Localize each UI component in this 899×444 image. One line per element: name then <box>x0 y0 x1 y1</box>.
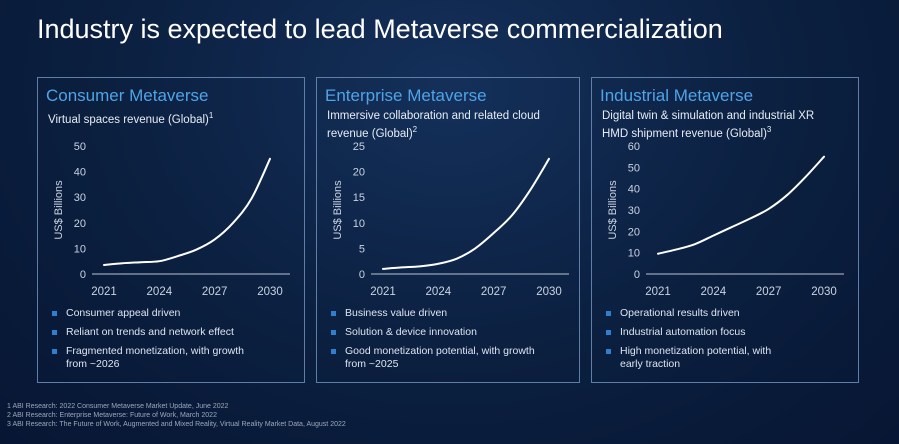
panel-subtitle: Digital twin & simulation and industrial… <box>602 109 832 141</box>
x-tick-label: 2024 <box>147 286 173 298</box>
x-tick-label: 2021 <box>645 286 671 298</box>
bullet-item: Fragmented monetization, with growth fro… <box>52 345 262 371</box>
x-tick-label: 2027 <box>202 286 228 298</box>
y-tick-label: 40 <box>628 184 640 196</box>
line-chart-enterprise: US$ Billions 0 5 10 15 20 25 2021 2024 2027 2030 <box>332 141 569 298</box>
footnote: 1 ABI Research: 2022 Consumer Metaverse … <box>7 403 229 410</box>
y-tick-label: 0 <box>359 269 365 281</box>
panel-title: Enterprise Metaverse <box>325 86 487 105</box>
panel-subtitle-text: Virtual spaces revenue (Global) <box>48 113 209 126</box>
footnote: 3 ABI Research: The Future of Work, Augm… <box>7 421 346 428</box>
series-line <box>382 157 550 270</box>
y-tick-label: 50 <box>74 141 86 153</box>
bullet-item: Business value driven <box>331 307 546 320</box>
y-tick-label: 30 <box>74 192 86 204</box>
panel-subtitle-text: Digital twin & simulation and industrial… <box>602 110 815 140</box>
bullet-item: Reliant on trends and network effect <box>52 326 262 339</box>
y-axis-label: US$ Billions <box>332 180 344 240</box>
y-tick-label: 60 <box>628 141 640 153</box>
panel-subtitle-text: Immersive collaboration and related clou… <box>327 110 540 140</box>
x-tick-label: 2027 <box>481 286 507 298</box>
bullet-list: Operational results driven Industrial au… <box>606 307 796 377</box>
series-line <box>103 157 271 267</box>
y-tick-label: 0 <box>80 269 86 281</box>
footnotes: 1 ABI Research: 2022 Consumer Metaverse … <box>7 402 346 429</box>
bullet-item: High monetization potential, with early … <box>606 345 796 371</box>
x-tick-label: 2024 <box>426 286 452 298</box>
panel-title: Industrial Metaverse <box>600 86 754 105</box>
bullet-list: Consumer appeal driven Reliant on trends… <box>52 307 262 377</box>
series-line <box>657 155 825 255</box>
y-tick-label: 25 <box>353 141 365 153</box>
footnote-ref: 3 <box>766 125 772 134</box>
y-tick-label: 0 <box>634 269 640 281</box>
y-tick-label: 10 <box>353 218 365 230</box>
y-tick-label: 5 <box>359 243 365 255</box>
footnote: 2 ABI Research: Enterprise Metaverse: Fu… <box>7 412 217 419</box>
y-tick-label: 10 <box>628 248 640 260</box>
bullet-item: Solution & device innovation <box>331 326 546 339</box>
bullet-item: Good monetization potential, with growth… <box>331 345 546 371</box>
bullet-list: Business value driven Solution & device … <box>331 307 546 377</box>
y-tick-label: 20 <box>353 167 365 179</box>
bullet-item: Consumer appeal driven <box>52 307 262 320</box>
x-tick-label: 2024 <box>701 286 727 298</box>
y-tick-label: 20 <box>628 226 640 238</box>
y-tick-label: 30 <box>628 205 640 217</box>
panel-industrial: Industrial Metaverse Digital twin & simu… <box>591 77 859 383</box>
x-tick-label: 2030 <box>536 286 562 298</box>
y-tick-label: 40 <box>74 167 86 179</box>
y-tick-label: 10 <box>74 243 86 255</box>
panel-subtitle: Virtual spaces revenue (Global)1 <box>48 109 268 127</box>
y-tick-label: 15 <box>353 192 365 204</box>
y-tick-label: 50 <box>628 162 640 174</box>
y-tick-label: 20 <box>74 218 86 230</box>
footnote-ref: 1 <box>208 111 214 120</box>
x-tick-label: 2027 <box>756 286 782 298</box>
y-axis-label: US$ Billions <box>607 180 619 240</box>
x-tick-label: 2021 <box>370 286 396 298</box>
page-title: Industry is expected to lead Metaverse c… <box>37 14 723 44</box>
panel-subtitle: Immersive collaboration and related clou… <box>327 109 542 141</box>
x-tick-label: 2030 <box>811 286 837 298</box>
bullet-item: Operational results driven <box>606 307 796 320</box>
panel-enterprise: Enterprise Metaverse Immersive collabora… <box>316 77 580 383</box>
y-axis-label: US$ Billions <box>53 180 65 240</box>
footnote-ref: 2 <box>412 125 418 134</box>
x-tick-label: 2021 <box>91 286 117 298</box>
bullet-item: Industrial automation focus <box>606 326 796 339</box>
panel-consumer: Consumer Metaverse Virtual spaces revenu… <box>37 77 305 383</box>
x-tick-label: 2030 <box>257 286 283 298</box>
panel-title: Consumer Metaverse <box>46 86 209 105</box>
